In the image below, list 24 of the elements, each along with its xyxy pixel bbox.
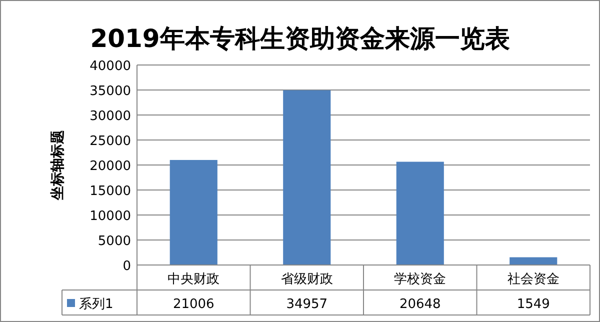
bar <box>396 162 444 265</box>
bar <box>170 160 218 265</box>
y-tick-label: 40000 <box>90 59 131 74</box>
x-tick-label: 社会资金 <box>507 272 560 287</box>
y-tick-label: 20000 <box>90 159 131 174</box>
bar <box>283 90 331 265</box>
y-tick-label: 25000 <box>90 134 131 149</box>
bar <box>510 257 558 265</box>
y-tick-label: 0 <box>122 259 131 274</box>
data-label: 20648 <box>399 297 441 312</box>
y-axis-title: 坐标轴标题 <box>50 130 66 201</box>
y-tick-label: 15000 <box>90 184 131 199</box>
x-tick-label: 省级财政 <box>280 272 333 287</box>
y-tick-label: 10000 <box>90 209 131 224</box>
legend-label: 系列1 <box>79 297 114 312</box>
x-tick-label: 学校资金 <box>394 272 446 287</box>
data-label: 1549 <box>516 297 550 312</box>
y-tick-label: 5000 <box>98 234 131 249</box>
data-label: 34957 <box>286 297 328 312</box>
y-tick-label: 30000 <box>90 109 131 124</box>
y-tick-label: 35000 <box>90 84 131 99</box>
data-label: 21006 <box>172 297 214 312</box>
chart-title: 2019年本专科生资助资金来源一览表 <box>90 24 510 53</box>
x-tick-label: 中央财政 <box>168 272 220 287</box>
